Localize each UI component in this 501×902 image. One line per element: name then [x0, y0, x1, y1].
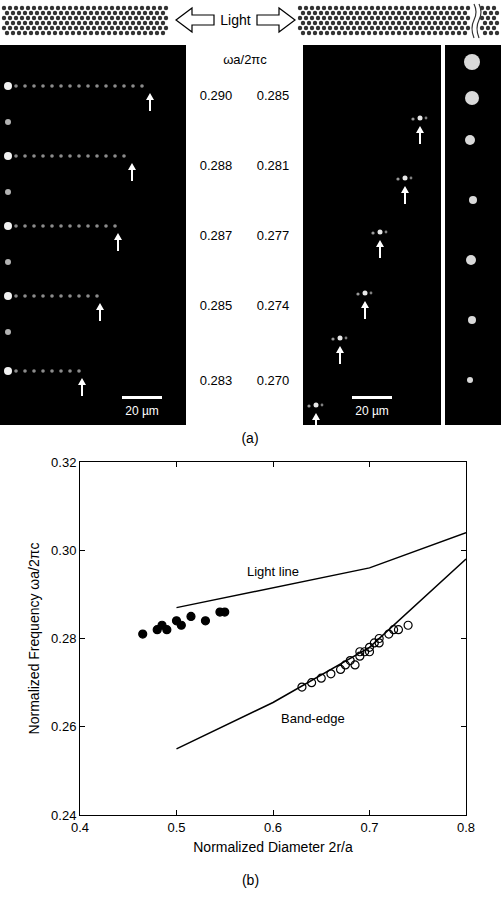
svg-text:0.277: 0.277 [257, 228, 290, 243]
svg-text:ωa/2πc: ωa/2πc [223, 52, 267, 67]
svg-text:0.7: 0.7 [360, 820, 378, 835]
svg-text:0.290: 0.290 [200, 88, 233, 103]
svg-text:0.24: 0.24 [51, 808, 76, 823]
svg-text:0.28: 0.28 [51, 631, 76, 646]
svg-text:0.26: 0.26 [51, 719, 76, 734]
svg-text:0.30: 0.30 [51, 543, 76, 558]
svg-text:0.287: 0.287 [200, 228, 233, 243]
html-text:(b): (b) [241, 872, 260, 888]
svg-text:Light line: Light line [247, 564, 299, 579]
svg-text:20 µm: 20 µm [355, 404, 389, 418]
svg-text:0.6: 0.6 [264, 820, 282, 835]
svg-text:0.285: 0.285 [200, 298, 233, 313]
svg-text:0.4: 0.4 [71, 820, 89, 835]
svg-text:0.8: 0.8 [457, 820, 475, 835]
svg-text:0.32: 0.32 [51, 455, 76, 470]
svg-text:Band-edge: Band-edge [281, 711, 345, 726]
svg-text:0.270: 0.270 [257, 373, 290, 388]
svg-text:0.288: 0.288 [200, 158, 233, 173]
svg-text:0.5: 0.5 [167, 820, 185, 835]
svg-text:0.285: 0.285 [257, 88, 290, 103]
svg-text:Normalized Diameter 2r/a: Normalized Diameter 2r/a [193, 839, 353, 855]
svg-text:20 µm: 20 µm [125, 404, 159, 418]
svg-text:(a): (a) [241, 430, 258, 446]
svg-text:Normalized Frequency ωa/2πc: Normalized Frequency ωa/2πc [26, 543, 42, 735]
svg-text:0.274: 0.274 [257, 298, 290, 313]
svg-text:0.283: 0.283 [200, 373, 233, 388]
svg-text:0.281: 0.281 [257, 158, 290, 173]
svg-text:Light: Light [220, 12, 250, 28]
